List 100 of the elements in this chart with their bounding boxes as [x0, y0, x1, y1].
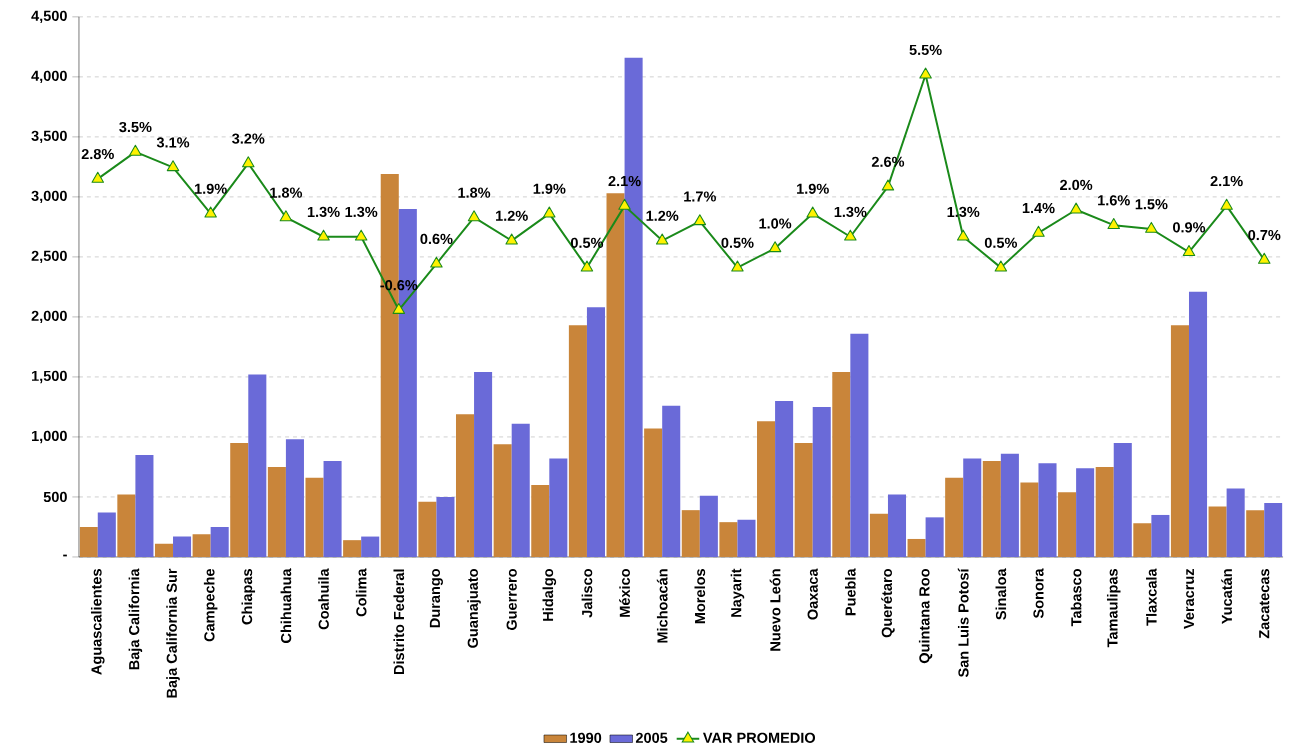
x-tick-label: Colima [355, 568, 367, 617]
x-tick-label: Zacatecas [1259, 568, 1270, 639]
bar [1038, 463, 1057, 557]
bar [436, 496, 455, 557]
bar [945, 477, 964, 557]
point [881, 179, 895, 191]
x-tick-label: Quintana Roo [918, 568, 933, 664]
x-tick-label: Yucatán [1221, 569, 1233, 624]
point [806, 206, 819, 218]
bar [305, 477, 324, 557]
bar [267, 466, 286, 557]
data-label: 1.5% [1135, 199, 1168, 210]
point [543, 206, 556, 218]
bar [1264, 502, 1283, 557]
point [392, 302, 406, 314]
point [655, 233, 669, 245]
bar [869, 513, 888, 557]
x-tick-label: Durango [429, 568, 443, 628]
bar [887, 494, 907, 557]
y-tick-label: 1,500 [32, 370, 67, 384]
y-tick-label: 2,000 [31, 310, 67, 324]
x-tick-label: Aguascalientes [90, 568, 105, 675]
bar [757, 421, 776, 557]
data-label: 1.2% [496, 210, 528, 221]
x-tick-label: Veracruz [1183, 568, 1195, 629]
bar [343, 540, 362, 557]
point [505, 233, 518, 245]
data-label: 1.3% [834, 206, 867, 217]
x-tick-label: Guanajuato [467, 568, 481, 648]
bar [982, 460, 1001, 557]
x-tick-label: Tamaulipas [1106, 568, 1121, 648]
y-tick-label: 1,000 [32, 430, 67, 444]
data-label: 1.3% [307, 206, 340, 217]
data-label: 3.2% [232, 133, 265, 144]
x-tick-label: Campeche [203, 568, 218, 642]
bar [1058, 492, 1077, 557]
x-tick-label: Michoacán [656, 569, 668, 643]
bar [1020, 482, 1039, 557]
data-label: 0.7% [1248, 229, 1281, 241]
data-label: 1.9% [797, 183, 829, 194]
x-tick-label: Morelos [694, 568, 706, 624]
x-tick-label: Jalisco [581, 568, 593, 618]
point [242, 156, 255, 168]
bar [1113, 442, 1132, 557]
x-tick-label: Chihuahua [280, 568, 292, 643]
data-label: 2.8% [81, 148, 114, 160]
x-tick-label: Tlaxcala [1146, 568, 1157, 626]
x-tick-label: Tabasco [1070, 568, 1082, 627]
y-tick-label: 3,000 [31, 190, 67, 204]
point [1107, 217, 1120, 229]
bar [455, 414, 475, 557]
bar [154, 543, 174, 557]
legend-label: VAR PROMEDIO [702, 732, 816, 743]
x-tick-label: Guerrero [506, 568, 517, 630]
x-tick-label: Sonora [1033, 568, 1044, 619]
point [731, 260, 744, 272]
point [1258, 252, 1271, 264]
data-label: 1.8% [458, 187, 491, 198]
bar [850, 333, 869, 557]
data-label: 0.9% [1173, 222, 1206, 233]
bar [230, 442, 249, 557]
bar [1095, 466, 1114, 557]
bar [662, 405, 681, 557]
data-label: 1.7% [684, 191, 716, 202]
data-label: 5.5% [909, 44, 942, 55]
point [1032, 225, 1045, 237]
bar [418, 501, 437, 557]
bar [832, 372, 851, 557]
x-tick-label: Puebla [845, 568, 856, 616]
bar [285, 439, 304, 557]
point [580, 260, 594, 272]
bar [135, 454, 154, 557]
data-label: 0.5% [984, 237, 1018, 248]
data-label: 2.1% [608, 175, 641, 187]
point [618, 198, 631, 210]
bar [511, 423, 530, 557]
point [1182, 244, 1196, 256]
x-tick-label: Oaxaca [807, 568, 818, 620]
bar [79, 526, 98, 557]
bar [1246, 510, 1265, 557]
bar [248, 374, 267, 557]
bar [925, 517, 944, 557]
point [1069, 202, 1083, 214]
y-tick-label: - [63, 554, 67, 557]
bar [323, 460, 342, 557]
x-tick-label: Baja California Sur [166, 568, 180, 698]
bar [1188, 291, 1208, 557]
y-tick-label: 4,000 [31, 70, 67, 83]
x-tick-label: Querétaro [881, 568, 895, 638]
bar [681, 510, 700, 557]
point [467, 210, 481, 222]
data-label: 1.6% [1098, 195, 1130, 206]
bar [568, 325, 587, 557]
x-tick-label: Distrito Federal [393, 569, 405, 675]
bar [1133, 523, 1152, 557]
data-label: 2.0% [1060, 179, 1093, 190]
data-label: 1.0% [759, 218, 792, 229]
y-tick-label: 4,500 [31, 10, 67, 23]
point [317, 229, 330, 241]
point [354, 229, 368, 241]
